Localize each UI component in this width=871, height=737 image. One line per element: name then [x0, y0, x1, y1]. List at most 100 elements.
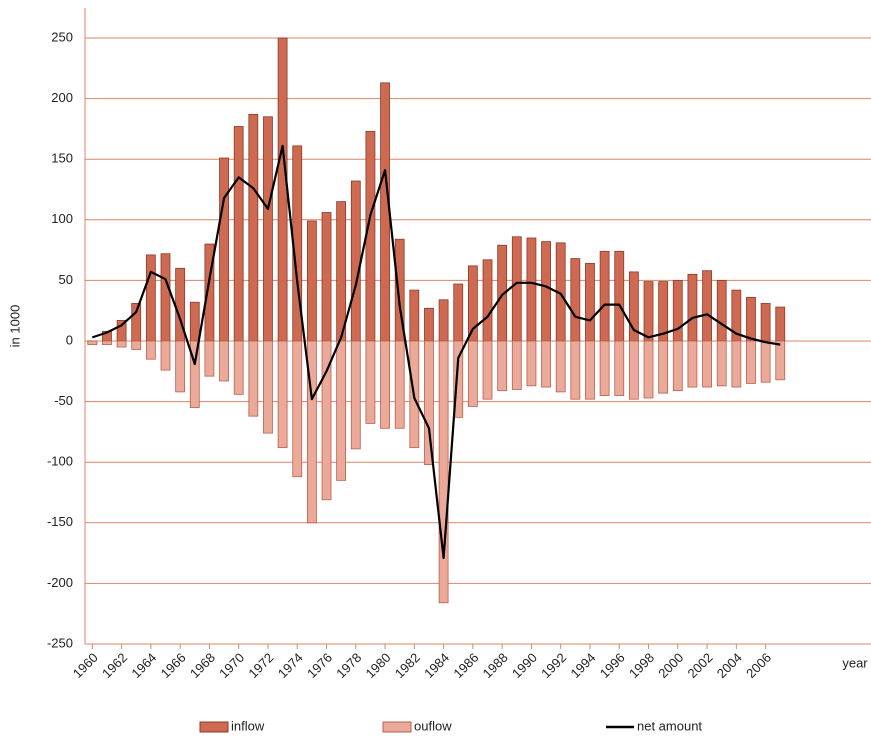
bar: [541, 241, 551, 342]
y-tick-label: -150: [47, 514, 73, 529]
bar: [687, 273, 698, 342]
legend-swatch: [382, 721, 412, 733]
x-tick-label: 1992: [538, 650, 569, 681]
x-tick-label: 2004: [714, 650, 745, 681]
bar: [585, 263, 595, 342]
bar: [321, 212, 332, 342]
x-tick-label: 1964: [128, 650, 159, 681]
bar: [658, 340, 669, 394]
y-tick-label: 150: [51, 151, 73, 166]
bar: [336, 201, 347, 342]
legend-label: ouflow: [414, 718, 452, 733]
bar: [775, 340, 786, 381]
bar: [628, 340, 639, 400]
bar: [394, 340, 405, 429]
bar: [350, 340, 361, 450]
bar: [746, 340, 756, 384]
x-tick-label: 2006: [743, 650, 774, 681]
bar: [189, 301, 200, 342]
bar: [467, 340, 478, 407]
x-tick-label: 2002: [685, 650, 716, 681]
bar: [292, 340, 303, 478]
y-tick-label: -250: [47, 635, 73, 650]
x-tick-label: 1982: [392, 650, 423, 681]
y-tick-label: 50: [59, 272, 73, 287]
x-axis-label: year: [842, 655, 868, 670]
line: [91, 144, 781, 560]
bar: [687, 340, 698, 388]
bar: [350, 180, 361, 342]
x-tick-label: 1998: [626, 650, 657, 681]
legend-swatch: [199, 721, 229, 733]
x-tick-label: 1994: [567, 650, 598, 681]
bar: [306, 340, 317, 524]
bar: [248, 113, 259, 342]
bar: [365, 340, 376, 424]
bar: [570, 258, 581, 342]
bar: [716, 340, 727, 387]
bar: [643, 281, 654, 342]
bar: [219, 340, 229, 382]
bar: [189, 340, 200, 409]
bar: [526, 237, 537, 342]
bar: [424, 307, 434, 342]
y-tick-label: 250: [51, 29, 73, 44]
bar: [145, 254, 156, 342]
bar: [672, 340, 683, 392]
y-axis-label: in 1000: [7, 305, 22, 348]
bar: [87, 340, 98, 346]
x-tick-label: 1970: [216, 650, 247, 681]
bar: [175, 340, 186, 393]
bar: [775, 306, 786, 342]
x-tick-label: 1968: [187, 650, 218, 681]
bar: [219, 157, 229, 342]
bar: [453, 283, 464, 342]
bar: [160, 253, 171, 342]
x-tick-label: 1978: [333, 650, 364, 681]
bar: [365, 130, 376, 342]
bar: [599, 250, 610, 342]
bar: [702, 340, 712, 388]
bar: [702, 270, 712, 342]
legend-label: inflow: [231, 718, 265, 733]
bar: [336, 340, 347, 481]
x-tick-label: 1972: [245, 650, 276, 681]
bar: [585, 340, 595, 400]
bar: [277, 37, 288, 342]
bar: [599, 340, 610, 396]
bar: [482, 340, 493, 400]
bar: [643, 340, 654, 399]
bar: [263, 116, 273, 342]
x-tick-label: 1974: [275, 650, 306, 681]
x-tick-label: 1962: [99, 650, 130, 681]
x-tick-label: 1984: [421, 650, 452, 681]
bar: [541, 340, 551, 388]
y-tick-label: -200: [47, 575, 73, 590]
bar: [731, 340, 742, 388]
bar: [716, 279, 727, 342]
bar: [233, 340, 244, 395]
bar: [760, 303, 771, 342]
bar: [511, 236, 522, 342]
bar: [424, 340, 434, 466]
bar: [482, 259, 493, 342]
bar: [614, 340, 625, 396]
bar: [116, 340, 127, 348]
bar: [672, 279, 683, 342]
y-tick-label: 100: [51, 211, 73, 226]
bar: [497, 340, 508, 392]
bar: [438, 340, 449, 604]
bar: [102, 340, 112, 346]
bar: [248, 340, 259, 417]
x-tick-label: 2000: [655, 650, 686, 681]
bar: [555, 340, 566, 393]
bar: [277, 340, 288, 449]
x-tick-label: 1986: [450, 650, 481, 681]
bar: [511, 340, 522, 390]
x-tick-label: 1996: [597, 650, 628, 681]
y-tick-label: 0: [66, 332, 73, 347]
bar: [380, 82, 390, 342]
x-tick-label: 1966: [158, 650, 189, 681]
y-tick-label: -100: [47, 454, 73, 469]
